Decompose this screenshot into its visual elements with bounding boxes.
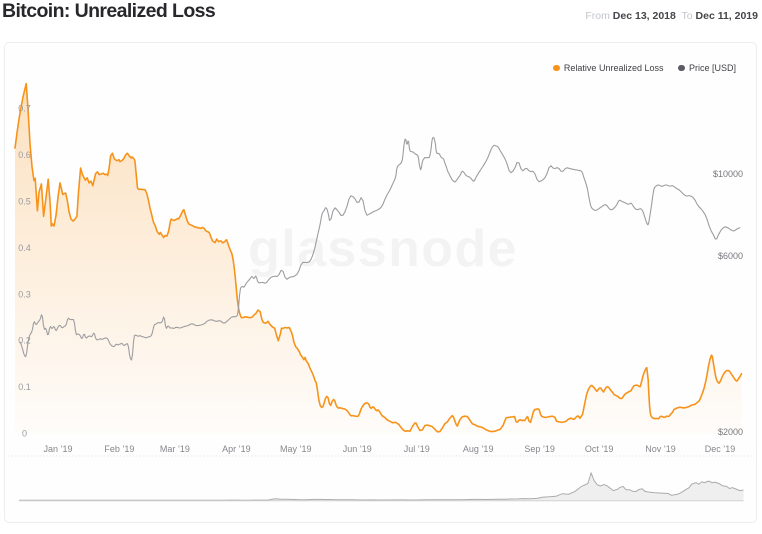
svg-text:Apr ’19: Apr ’19 — [222, 444, 251, 454]
svg-text:Jul ’19: Jul ’19 — [404, 444, 430, 454]
svg-text:0.5: 0.5 — [18, 197, 31, 207]
svg-text:0.3: 0.3 — [18, 289, 31, 299]
svg-text:Sep ’19: Sep ’19 — [524, 444, 555, 454]
svg-text:Aug ’19: Aug ’19 — [463, 444, 494, 454]
svg-text:May ’19: May ’19 — [280, 444, 312, 454]
svg-text:Mar ’19: Mar ’19 — [160, 444, 190, 454]
svg-text:$6000: $6000 — [718, 251, 743, 261]
svg-text:0.2: 0.2 — [18, 336, 31, 346]
svg-text:glassnode: glassnode — [248, 220, 518, 278]
svg-text:0.6: 0.6 — [18, 150, 31, 160]
svg-text:0.4: 0.4 — [18, 243, 31, 253]
svg-text:0.7: 0.7 — [18, 104, 31, 114]
svg-text:Dec ’19: Dec ’19 — [705, 444, 736, 454]
svg-text:Jan ’19: Jan ’19 — [43, 444, 72, 454]
svg-text:0: 0 — [22, 429, 27, 439]
svg-text:0.1: 0.1 — [18, 382, 31, 392]
svg-text:$2000: $2000 — [718, 427, 743, 437]
svg-text:Nov ’19: Nov ’19 — [645, 444, 676, 454]
svg-text:Feb ’19: Feb ’19 — [104, 444, 134, 454]
svg-text:$10000: $10000 — [713, 169, 743, 179]
svg-text:Jun ’19: Jun ’19 — [343, 444, 372, 454]
svg-text:Oct ’19: Oct ’19 — [585, 444, 614, 454]
